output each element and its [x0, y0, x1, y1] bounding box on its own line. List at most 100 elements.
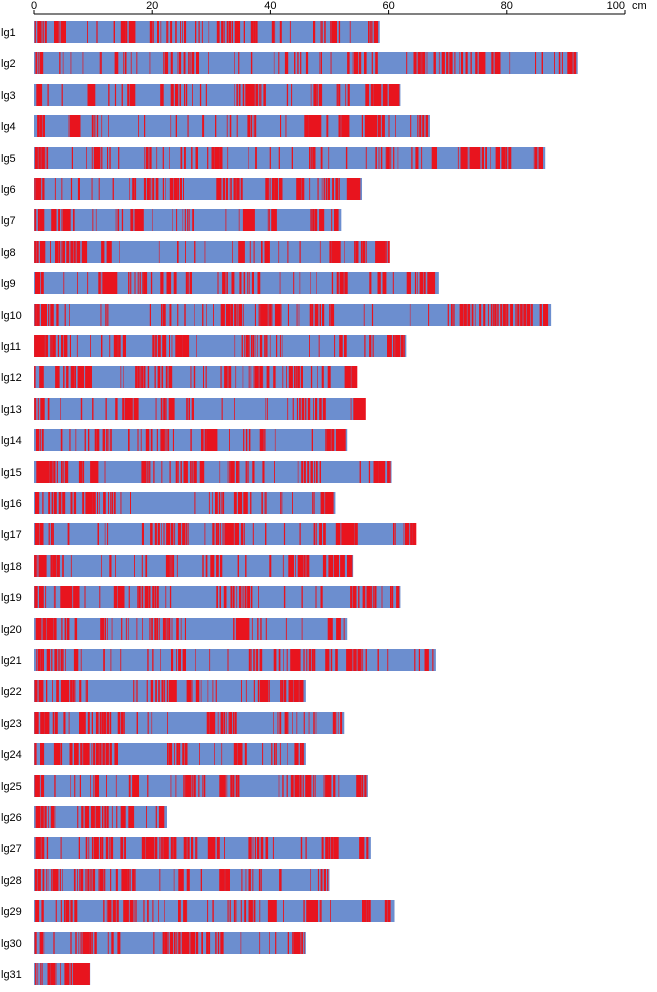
- linkage-group-label: lg23: [1, 718, 22, 730]
- linkage-group-bar: [34, 649, 436, 671]
- linkage-group-label: lg13: [1, 404, 22, 416]
- marker-stripe-set: [34, 712, 343, 734]
- marker-stripes: [34, 712, 343, 734]
- linkage-group-bar: [34, 712, 345, 734]
- linkage-group-lg5: lg5: [1, 147, 546, 169]
- marker-stripe-set: [34, 775, 367, 797]
- marker-stripes: [34, 869, 329, 891]
- marker-stripes: [36, 649, 434, 671]
- x-tick-label: 100: [607, 0, 625, 12]
- linkage-group-bar: [34, 21, 380, 43]
- linkage-group-label: lg16: [1, 498, 22, 510]
- linkage-group-label: lg3: [1, 90, 16, 102]
- marker-stripe-set: [35, 806, 165, 828]
- marker-stripe-set: [36, 649, 434, 671]
- linkage-group-label: lg6: [1, 184, 16, 196]
- linkage-group-lg16: lg16: [1, 492, 336, 514]
- linkage-group-bar: [34, 775, 368, 797]
- marker-stripe-set: [34, 586, 400, 608]
- marker-stripe-set: [34, 366, 358, 388]
- linkage-group-label: lg15: [1, 467, 22, 479]
- linkage-group-lg15: lg15: [1, 461, 392, 483]
- linkage-group-label: lg4: [1, 121, 16, 133]
- linkage-group-label: lg21: [1, 655, 22, 667]
- linkage-group-lg24: lg24: [1, 743, 306, 765]
- linkage-group-lg21: lg21: [1, 649, 436, 671]
- marker-stripes: [35, 900, 391, 922]
- linkage-group-lg2: lg2: [1, 52, 578, 74]
- linkage-group-lg17: lg17: [1, 523, 417, 545]
- marker-stripes: [34, 147, 544, 169]
- linkage-group-lg29: lg29: [1, 900, 395, 922]
- marker-stripes: [35, 429, 346, 451]
- marker-stripe-set: [35, 272, 436, 294]
- marker-stripe-set: [34, 209, 339, 231]
- marker-stripes: [34, 523, 417, 545]
- marker-stripes: [34, 209, 339, 231]
- linkage-group-label: lg7: [1, 215, 16, 227]
- marker-stripes: [35, 272, 436, 294]
- linkage-group-label: lg9: [1, 278, 16, 290]
- marker-stripes: [34, 586, 400, 608]
- x-tick-label: 0: [31, 0, 37, 12]
- linkage-group-label: lg27: [1, 843, 22, 855]
- linkage-group-lg26: lg26: [1, 806, 167, 828]
- linkage-group-label: lg10: [1, 310, 22, 322]
- linkage-group-label: lg8: [1, 247, 16, 259]
- linkage-group-bar: [34, 461, 392, 483]
- linkage-group-lg23: lg23: [1, 712, 345, 734]
- marker-stripes: [34, 932, 305, 954]
- linkage-group-label: lg24: [1, 749, 22, 761]
- linkage-group-lg3: lg3: [1, 84, 401, 106]
- marker-stripe-set: [34, 555, 353, 577]
- marker-stripes: [35, 963, 90, 985]
- linkage-group-lg8: lg8: [1, 241, 390, 263]
- linkage-group-bar: [34, 335, 407, 357]
- linkage-group-label: lg31: [1, 969, 22, 981]
- linkage-group-bar: [34, 555, 354, 577]
- x-axis: 0 20 40 60 80 100 cm: [31, 0, 647, 15]
- x-unit-label: cm: [632, 0, 647, 12]
- marker-stripes: [34, 775, 367, 797]
- linkage-group-lg28: lg28: [1, 869, 330, 891]
- linkage-group-lg25: lg25: [1, 775, 368, 797]
- marker-stripe-set: [34, 304, 549, 326]
- linkage-group-label: lg28: [1, 875, 22, 887]
- linkage-group-lg18: lg18: [1, 555, 354, 577]
- marker-stripes: [34, 304, 549, 326]
- linkage-group-label: lg18: [1, 561, 22, 573]
- marker-stripe-set: [35, 900, 391, 922]
- linkage-group-label: lg14: [1, 435, 22, 447]
- marker-stripes: [34, 743, 304, 765]
- marker-stripe-set: [35, 492, 334, 514]
- linkage-group-bar: [34, 618, 348, 640]
- linkage-group-label: lg26: [1, 812, 22, 824]
- linkage-group-lg11: lg11: [1, 335, 407, 357]
- linkage-group-lg7: lg7: [1, 209, 342, 231]
- linkage-group-label: lg17: [1, 529, 22, 541]
- marker-stripe-set: [36, 461, 391, 483]
- linkage-group-lg31: lg31: [1, 963, 91, 985]
- linkage-group-label: lg19: [1, 592, 22, 604]
- marker-stripe-set: [34, 147, 544, 169]
- linkage-group-bar: [34, 304, 552, 326]
- linkage-group-lg30: lg30: [1, 932, 306, 954]
- linkage-group-bar: [34, 115, 430, 137]
- marker-stripes: [37, 115, 429, 137]
- linkage-group-label: lg30: [1, 938, 22, 950]
- marker-stripes: [34, 178, 361, 200]
- linkage-group-label: lg1: [1, 27, 16, 39]
- marker-stripe-set: [35, 963, 90, 985]
- marker-stripes: [34, 241, 390, 263]
- marker-stripe-set: [35, 837, 369, 859]
- marker-stripe-set: [34, 932, 305, 954]
- marker-stripes: [35, 492, 334, 514]
- linkage-group-label: lg22: [1, 686, 22, 698]
- linkage-group-lg22: lg22: [1, 680, 306, 702]
- linkage-group-label: lg29: [1, 906, 22, 918]
- linkage-group-bars: lg1 lg2 lg3 lg4 lg5 lg6 lg7 lg8 lg9 lg10 lg11 lg12 l…: [1, 21, 578, 985]
- marker-stripe-set: [34, 523, 417, 545]
- linkage-group-lg27: lg27: [1, 837, 371, 859]
- linkage-group-label: lg25: [1, 781, 22, 793]
